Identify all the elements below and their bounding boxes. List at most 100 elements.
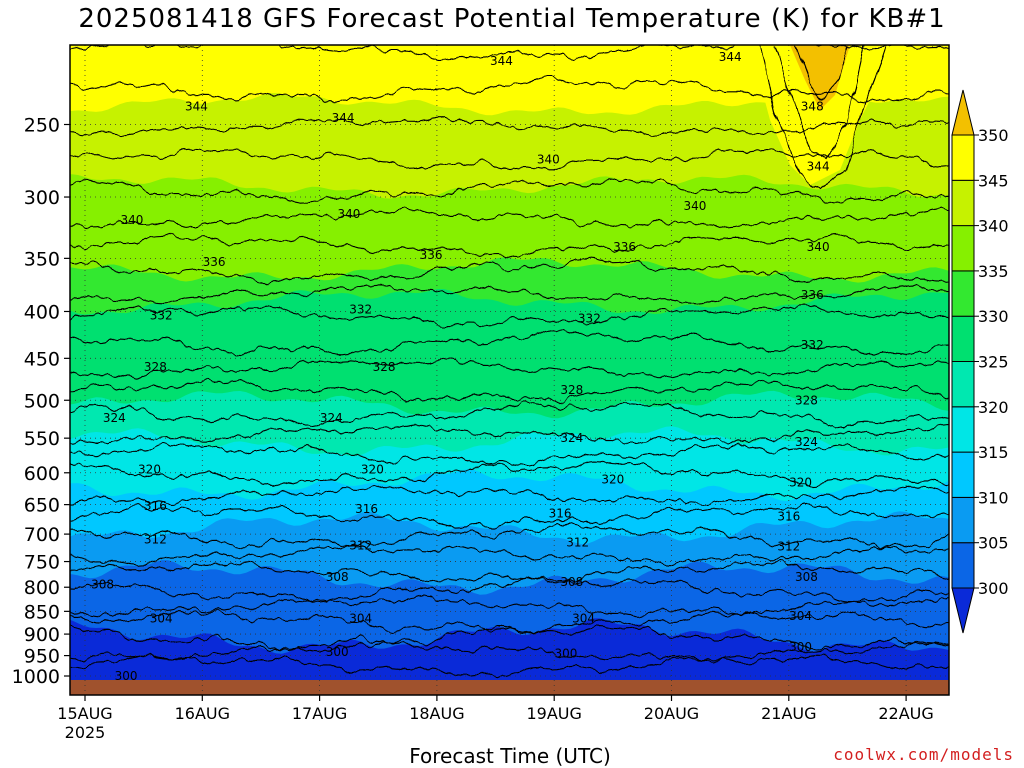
- contour-line: [70, 442, 949, 466]
- x-year-label: 2025: [65, 723, 106, 742]
- contour-label: 316: [144, 499, 167, 513]
- contour-label: 340: [807, 240, 830, 254]
- contour-label: 320: [138, 462, 161, 476]
- y-tick-label: 850: [24, 601, 60, 623]
- contour-line: [774, 45, 866, 159]
- colorbar-label: 320: [978, 398, 1009, 417]
- contour-label: 304: [572, 611, 595, 625]
- y-tick-label: 500: [24, 390, 60, 412]
- x-tick-label: 17AUG: [292, 704, 347, 723]
- contour-line: [70, 257, 949, 285]
- contour-label: 332: [349, 302, 372, 316]
- contour-label: 304: [349, 611, 372, 625]
- colorbar-swatch: [951, 225, 975, 272]
- contour-label: 324: [103, 411, 126, 425]
- y-tick-label: 550: [24, 428, 60, 450]
- contour-label: 328: [795, 393, 818, 407]
- filled-contours: [70, 45, 949, 695]
- contour-line: [70, 380, 949, 402]
- x-axis-label: Forecast Time (UTC): [409, 744, 611, 768]
- contour-label: 332: [801, 338, 824, 352]
- y-tick-label: 800: [24, 577, 60, 599]
- contour-label: 312: [349, 538, 372, 552]
- contour-label: 300: [554, 646, 577, 660]
- contour-label: 340: [337, 207, 360, 221]
- contour-label: 336: [613, 240, 636, 254]
- contour-line: [70, 595, 949, 617]
- y-tick-label: 900: [24, 624, 60, 646]
- contour-line: [70, 654, 949, 677]
- contour-label: 320: [601, 472, 624, 486]
- contour-label: 324: [795, 435, 818, 449]
- contour-label: 308: [91, 578, 114, 592]
- colorbar: 300 305 310 315 320 325 330 335 340 345 350: [951, 89, 1009, 634]
- contour-label: 312: [566, 536, 589, 550]
- contour-line: [70, 116, 949, 137]
- contour-labels: 300 300 300 300 304 304 304 304 308 308 308 308 312 3…: [91, 50, 829, 683]
- contour-line: [70, 284, 949, 305]
- plot-frame: [69, 44, 950, 696]
- x-tick-label: 16AUG: [175, 704, 230, 723]
- contour-label: 344: [332, 111, 355, 125]
- contour-label: 344: [185, 100, 208, 114]
- contour-line: [70, 208, 949, 229]
- y-tick-label: 1000: [12, 666, 60, 688]
- x-tick-label: 19AUG: [526, 704, 581, 723]
- contour-line: [70, 522, 949, 549]
- contour-label: 316: [549, 507, 572, 521]
- contour-label: 328: [373, 360, 396, 374]
- colorbar-label: 345: [978, 171, 1009, 190]
- contour-label: 308: [326, 570, 349, 584]
- contour-label: 300: [115, 669, 138, 683]
- contour-label: 336: [420, 248, 443, 262]
- contour-label: 308: [560, 575, 583, 589]
- y-tick-label: 250: [24, 115, 60, 137]
- y-tick-label: 350: [24, 248, 60, 270]
- contour-label: 340: [684, 199, 707, 213]
- colorbar-swatch: [951, 361, 975, 408]
- contour-label: 340: [120, 213, 143, 227]
- chart-title: 2025081418 GFS Forecast Potential Temper…: [78, 4, 946, 34]
- x-tick-label: 15AUG: [57, 704, 112, 723]
- y-tick-label: 750: [24, 552, 60, 574]
- contour-label: 316: [777, 510, 800, 524]
- contour-label: 344: [807, 160, 830, 174]
- colorbar-arrow-top: [951, 89, 975, 136]
- contour-label: 328: [560, 383, 583, 397]
- y-tick-label: 700: [24, 524, 60, 546]
- contour-line: [70, 545, 949, 566]
- contour-line: [70, 329, 949, 356]
- contour-line: [70, 178, 949, 205]
- contour-line: [70, 76, 949, 103]
- contour-line: [70, 148, 949, 171]
- contour-line: [60, 0, 954, 15]
- contour-label: 336: [801, 288, 824, 302]
- contour-label: 312: [144, 533, 167, 547]
- colorbar-label: 310: [978, 488, 1009, 507]
- contour-line: [70, 641, 949, 662]
- colorbar-swatch: [951, 179, 975, 227]
- contour-label: 300: [789, 640, 812, 654]
- contour-label: 324: [320, 411, 343, 425]
- contour-line: [794, 45, 849, 101]
- colorbar-swatch: [951, 451, 975, 498]
- credit-link[interactable]: coolwx.com/models: [833, 745, 1014, 764]
- contour-label: 344: [719, 50, 742, 64]
- contour-line: [70, 485, 949, 506]
- colorbar-label: 350: [978, 126, 1009, 145]
- y-tick-label: 400: [24, 301, 60, 323]
- contour-label: 304: [150, 611, 173, 625]
- colorbar-swatch: [951, 542, 975, 589]
- contour-label: 328: [144, 360, 167, 374]
- contour-label: 312: [777, 539, 800, 553]
- y-tick-label: 650: [24, 495, 60, 517]
- colorbar-swatch: [951, 496, 975, 544]
- contour-line: [759, 45, 886, 191]
- colorbar-label: 335: [978, 262, 1009, 281]
- contour-line: [70, 576, 949, 603]
- ground-strip: [70, 680, 949, 695]
- contour-line: [70, 304, 949, 328]
- contour-label: 324: [560, 431, 583, 445]
- contour-label: 348: [801, 100, 824, 114]
